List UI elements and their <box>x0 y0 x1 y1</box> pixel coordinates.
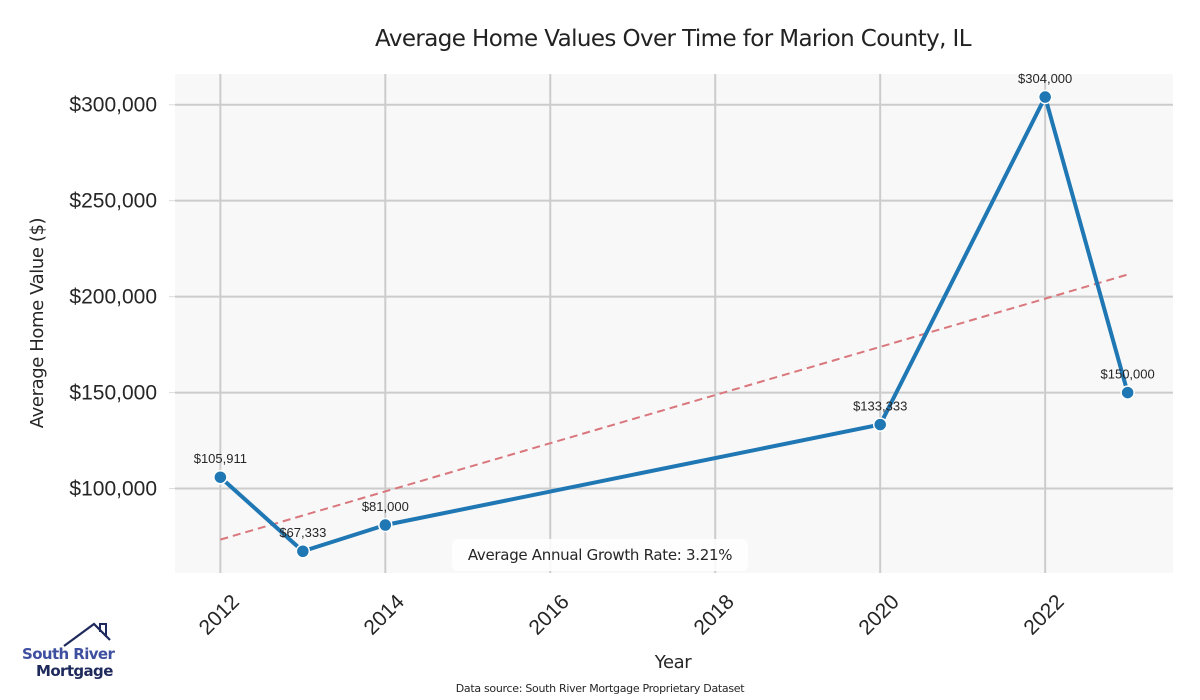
series-layer <box>213 89 1135 559</box>
logo-text-line2: Mortgage <box>36 662 113 680</box>
y-tick-label: $300,000 <box>69 94 157 117</box>
chart-title: Average Home Values Over Time for Marion… <box>375 26 972 52</box>
data-label: $67,333 <box>279 525 326 540</box>
y-ticks: $100,000 $150,000 $200,000 $250,000 $300,000 <box>69 94 175 501</box>
logo-text-line1: South River <box>22 645 116 663</box>
data-point <box>378 517 393 533</box>
plot-area <box>175 74 1173 573</box>
grid <box>175 74 1173 573</box>
trend-layer <box>220 273 1128 541</box>
trend-line <box>220 273 1128 541</box>
y-axis-label: Average Home Value ($) <box>27 218 48 428</box>
annotation-box <box>452 539 748 571</box>
house-roof-icon <box>63 622 111 647</box>
data-label: $81,000 <box>362 499 409 514</box>
chimney-icon <box>99 623 107 637</box>
data-point <box>872 417 888 432</box>
x-ticks: 2012 2014 2016 2018 2020 2022 <box>195 590 1069 640</box>
x-tick-label: 2016 <box>525 590 574 639</box>
data-label: $150,000 <box>1101 367 1155 382</box>
y-tick-label: $100,000 <box>69 478 157 501</box>
x-tick-label: 2018 <box>689 590 738 639</box>
data-source: Data source: South River Mortgage Propri… <box>456 682 746 695</box>
x-tick-label: 2012 <box>195 590 244 639</box>
x-tick-label: 2020 <box>854 590 903 639</box>
x-tick-label: 2022 <box>1019 590 1068 639</box>
data-point <box>213 469 228 485</box>
data-label: $105,911 <box>194 451 247 466</box>
data-label: $304,000 <box>1018 71 1072 86</box>
annotation-text: Average Annual Growth Rate: 3.21% <box>468 546 732 564</box>
data-label: $133,333 <box>853 399 907 414</box>
data-point <box>295 543 311 559</box>
y-tick-label: $250,000 <box>69 190 157 213</box>
series-line <box>219 95 1130 554</box>
growth-rate-annotation: Average Annual Growth Rate: 3.21% <box>452 539 748 571</box>
data-point <box>1120 385 1135 400</box>
x-axis-label: Year <box>654 652 693 673</box>
data-point <box>1037 89 1053 105</box>
y-tick-label: $150,000 <box>69 382 157 405</box>
x-tick-label: 2014 <box>360 590 410 640</box>
data-labels: $105,911 $67,333 $81,000 $133,333 $304,000 $1… <box>194 71 1155 540</box>
logo: South River Mortgage <box>22 622 116 680</box>
y-tick-label: $200,000 <box>69 286 157 309</box>
